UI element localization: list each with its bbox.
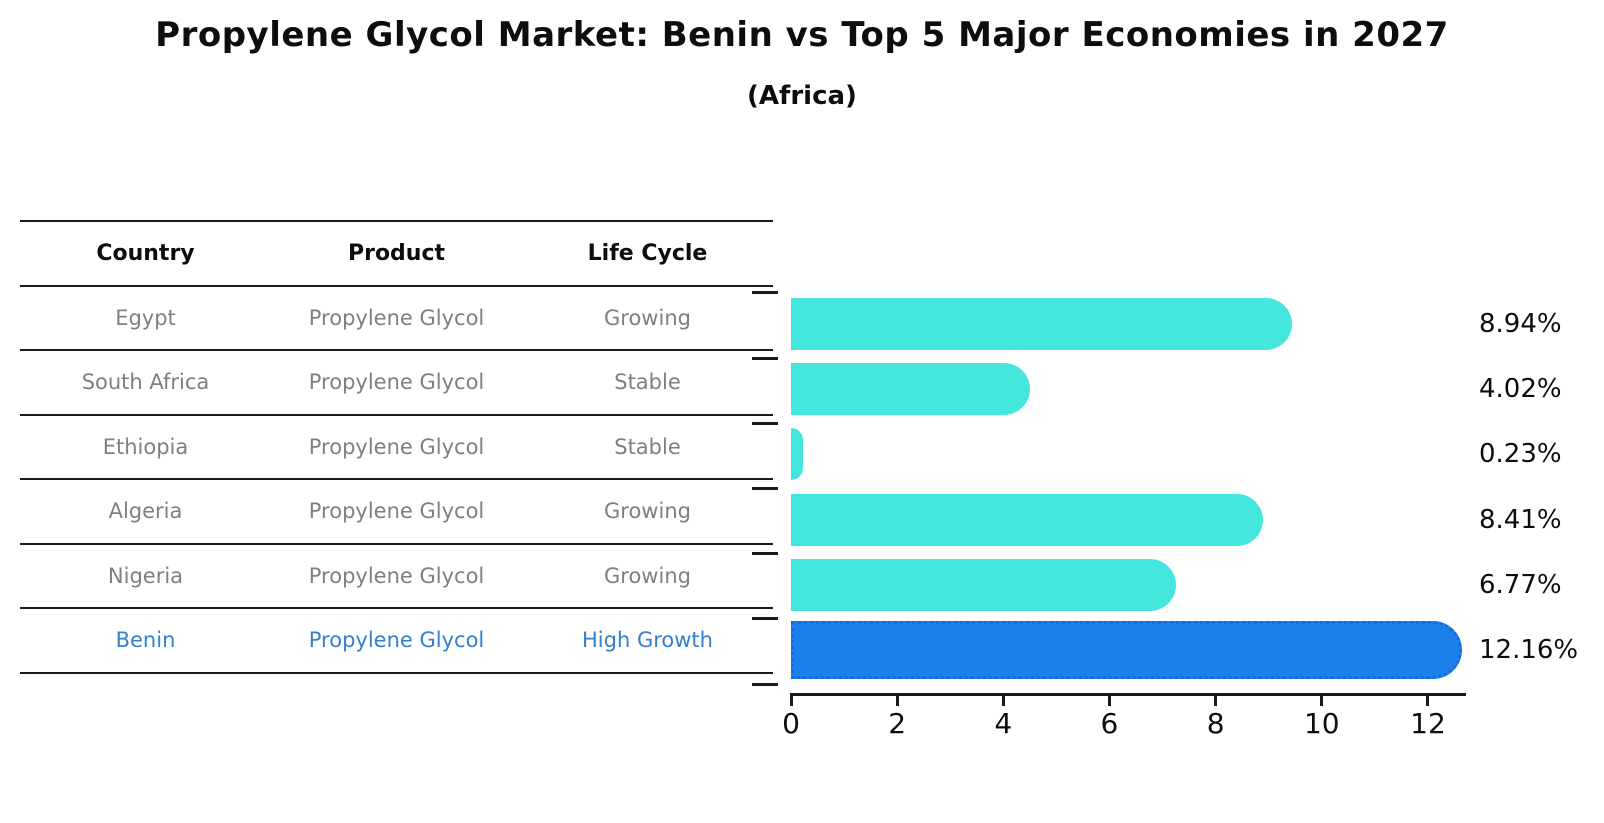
- value-label-ethiopia: 0.23%: [1479, 439, 1562, 470]
- cell-country: Nigeria: [107, 563, 184, 588]
- x-axis-line: [790, 693, 1466, 696]
- cell-country: Egypt: [115, 305, 176, 330]
- bar-egypt: [791, 298, 1292, 350]
- x-axis-tick-label: 8: [1206, 707, 1225, 740]
- x-axis-tick-label: 6: [1100, 707, 1119, 740]
- table-row-nigeria: Nigeria Propylene Glycol Growing: [20, 545, 773, 609]
- cell-country: South Africa: [81, 370, 210, 395]
- x-axis-tick: [1001, 694, 1005, 706]
- y-axis-tick: [752, 421, 778, 425]
- value-label-benin: 12.16%: [1479, 635, 1579, 665]
- value-label-egypt: 8.94%: [1479, 309, 1562, 339]
- table-row-south-africa: South Africa Propylene Glycol Stable: [20, 351, 773, 416]
- table-header-row: Country Product Life Cycle: [20, 222, 773, 287]
- cell-country: Ethiopia: [102, 434, 189, 459]
- value-label-south-africa: 4.02%: [1479, 374, 1562, 405]
- cell-country: Algeria: [108, 499, 183, 524]
- y-axis-tick: [752, 487, 778, 490]
- x-axis-tick-label: 10: [1303, 707, 1340, 740]
- cell-product: Propylene Glycol: [308, 434, 485, 459]
- cell-life-cycle: Growing: [604, 305, 691, 330]
- cell-life-cycle: Growing: [604, 499, 691, 524]
- column-header-life-cycle: Life Cycle: [587, 240, 708, 266]
- x-axis-tick: [1426, 694, 1430, 706]
- y-axis-tick: [752, 552, 778, 556]
- table-body: Egypt Propylene Glycol Growing South Africa…: [20, 287, 773, 674]
- table-row-algeria: Algeria Propylene Glycol Growing: [20, 480, 773, 545]
- bar-nigeria: [791, 558, 1177, 611]
- value-label-algeria: 8.41%: [1479, 504, 1562, 535]
- cell-life-cycle: High Growth: [582, 628, 713, 653]
- x-axis-tick-label: 4: [994, 707, 1013, 740]
- bar-ethiopia: [791, 428, 804, 481]
- x-axis-tick-label: 12: [1410, 707, 1446, 740]
- x-axis-tick: [789, 694, 793, 706]
- y-axis-tick: [752, 682, 778, 686]
- table-row-egypt: Egypt Propylene Glycol Growing: [20, 287, 773, 351]
- cell-life-cycle: Growing: [604, 563, 691, 588]
- cell-life-cycle: Stable: [614, 370, 681, 395]
- cell-product: Propylene Glycol: [308, 305, 485, 330]
- cell-product: Propylene Glycol: [308, 628, 485, 653]
- cell-life-cycle: Stable: [614, 434, 681, 459]
- table-row-ethiopia: Ethiopia Propylene Glycol Stable: [20, 416, 773, 480]
- chart-title: Propylene Glycol Market: Benin vs Top 5 …: [155, 15, 1449, 55]
- chart-subtitle: (Africa): [747, 81, 857, 111]
- y-axis-tick: [752, 617, 778, 621]
- x-axis-tick-label: 2: [888, 707, 907, 740]
- x-axis-tick: [1214, 694, 1218, 706]
- y-axis-tick: [752, 291, 778, 295]
- bar-south-africa: [791, 363, 1031, 416]
- column-header-country: Country: [96, 240, 195, 266]
- x-axis-tick: [895, 694, 899, 706]
- column-header-product: Product: [347, 240, 446, 266]
- x-axis-tick: [1320, 694, 1324, 706]
- bar-algeria: [791, 493, 1264, 546]
- table-row-benin: Benin Propylene Glycol High Growth: [20, 609, 773, 674]
- y-axis-tick: [752, 356, 778, 360]
- cell-product: Propylene Glycol: [308, 370, 485, 395]
- x-axis-tick: [1107, 694, 1111, 706]
- cell-product: Propylene Glycol: [308, 563, 485, 588]
- bar-benin: [791, 621, 1463, 679]
- value-label-nigeria: 6.77%: [1479, 569, 1562, 600]
- cell-product: Propylene Glycol: [308, 499, 485, 524]
- country-table: Country Product Life Cycle Egypt Propylen…: [20, 220, 773, 674]
- cell-country: Benin: [115, 628, 176, 653]
- x-axis-tick-label: 0: [782, 707, 800, 740]
